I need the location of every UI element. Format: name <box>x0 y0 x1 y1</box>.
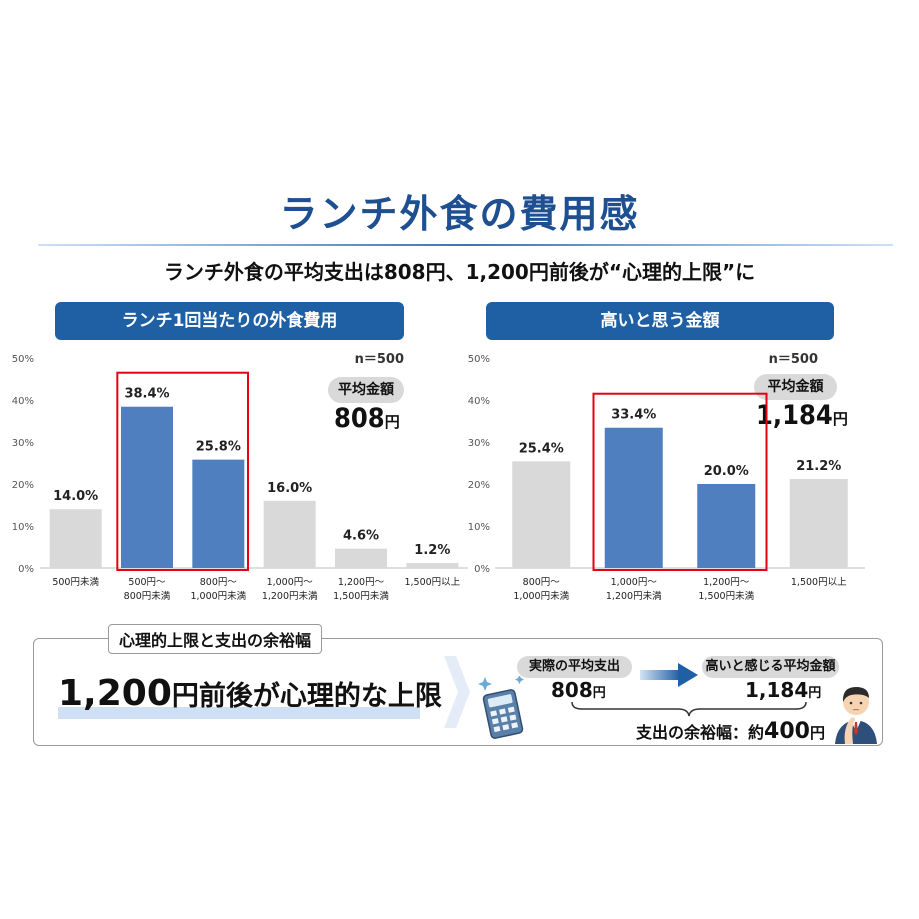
data-label: 16.0% <box>267 481 312 496</box>
highlight-frame <box>592 392 768 571</box>
data-label: 4.6% <box>343 529 379 544</box>
x-tick-label: 800円～ <box>523 577 561 588</box>
x-tick-label: 1,000円～ <box>611 577 658 588</box>
y-tick-label: 50% <box>12 354 34 365</box>
actual-spending-value: 808円 <box>551 678 606 702</box>
bar <box>512 461 571 568</box>
chart1-header: ランチ1回当たりの外食費用 <box>55 302 404 340</box>
headline-number: 1,200 <box>58 673 172 714</box>
page-subtitle: ランチ外食の平均支出は808円、1,200円前後が“心理的上限”に <box>163 260 756 284</box>
headline-text: 円前後が心理的な上限 <box>171 681 442 712</box>
x-tick-label: 1,200円～ <box>703 577 750 588</box>
charts-canvas: 0% 10% 20% 30% 40% 50% n＝500 14.0% 500円未満 38.4% 50… <box>12 352 865 602</box>
x-tick-label: 1,000円～ <box>267 577 314 588</box>
page-title: ランチ外食の費用感 <box>279 192 640 236</box>
y-tick-label: 10% <box>468 522 490 533</box>
y-tick-label: 0% <box>474 564 490 575</box>
bar <box>697 484 756 568</box>
chart2-average-label: 平均金額 <box>754 374 837 400</box>
y-tick-label: 10% <box>12 522 34 533</box>
x-tick-label: 1,200円～ <box>338 577 385 588</box>
spending-margin: 支出の余裕幅：約400円 <box>636 719 825 744</box>
chart1-average-value: 808円 <box>334 403 400 434</box>
x-tick-label: 800円未満 <box>124 590 171 602</box>
highlight-frame <box>116 371 250 571</box>
bar <box>49 509 102 568</box>
y-tick-label: 20% <box>12 480 34 491</box>
sample-size-label: n＝500 <box>769 352 818 367</box>
perceived-expensive-label: 高いと感じる平均金額 <box>702 656 839 678</box>
data-label: 14.0% <box>53 489 98 504</box>
x-tick-label: 1,000円未満 <box>513 590 569 602</box>
data-label: 21.2% <box>796 459 841 474</box>
summary-box-label: 心理的上限と支出の余裕幅 <box>108 624 323 654</box>
y-tick-label: 40% <box>12 396 34 407</box>
title-divider <box>38 244 893 246</box>
chart2-average-value: 1,184円 <box>756 400 848 431</box>
data-label: 20.0% <box>704 464 749 479</box>
data-label: 38.4% <box>124 387 169 402</box>
data-label: 25.8% <box>196 440 241 455</box>
y-tick-label: 30% <box>12 438 34 449</box>
x-tick-label: 1,500円以上 <box>404 577 460 588</box>
bar <box>335 548 387 568</box>
sample-size-label: n＝500 <box>355 352 404 367</box>
y-tick-label: 40% <box>468 396 490 407</box>
thinking-person-icon <box>835 687 877 744</box>
y-tick-label: 0% <box>18 564 34 575</box>
calculator-icon <box>478 676 524 739</box>
chart2-header: 高いと思う金額 <box>486 302 834 340</box>
x-tick-label: 500円～ <box>128 577 166 588</box>
bar <box>121 406 173 568</box>
perceived-expensive-value: 1,184円 <box>745 678 822 702</box>
x-tick-label: 800円～ <box>200 577 238 588</box>
summary-headline: 1,200円前後が心理的な上限 <box>58 673 442 714</box>
data-label: 25.4% <box>519 441 564 456</box>
x-tick-label: 1,000円未満 <box>190 590 246 602</box>
x-tick-label: 1,500円未満 <box>333 590 389 602</box>
chevron-right-icon <box>444 656 470 728</box>
y-tick-label: 30% <box>468 438 490 449</box>
x-tick-label: 1,500円以上 <box>791 577 847 588</box>
y-tick-label: 20% <box>468 480 490 491</box>
bar <box>604 427 663 568</box>
bar <box>789 478 848 568</box>
actual-spending-label: 実際の平均支出 <box>517 656 632 678</box>
bar <box>263 500 316 568</box>
margin-bracket <box>571 701 807 717</box>
data-label: 33.4% <box>611 408 656 423</box>
arrow-right-icon <box>640 663 698 687</box>
x-tick-label: 1,200円未満 <box>262 590 318 602</box>
y-tick-label: 50% <box>468 354 490 365</box>
chart1-bar-chart: 0% 10% 20% 30% 40% 50% n＝500 14.0% 500円未満 38.4% 50… <box>12 352 468 602</box>
bar <box>406 562 459 568</box>
x-tick-label: 1,200円未満 <box>606 590 662 602</box>
data-label: 1.2% <box>414 543 450 558</box>
x-tick-label: 1,500円未満 <box>698 590 754 602</box>
chart1-average-label: 平均金額 <box>328 377 404 403</box>
headline-highlight <box>58 707 420 719</box>
bar <box>192 459 245 568</box>
x-tick-label: 500円未満 <box>52 576 99 588</box>
chart2-bar-chart: 0% 10% 20% 30% 40% 50% n＝500 25.4% 800円～ 1,000円未満… <box>468 352 865 602</box>
